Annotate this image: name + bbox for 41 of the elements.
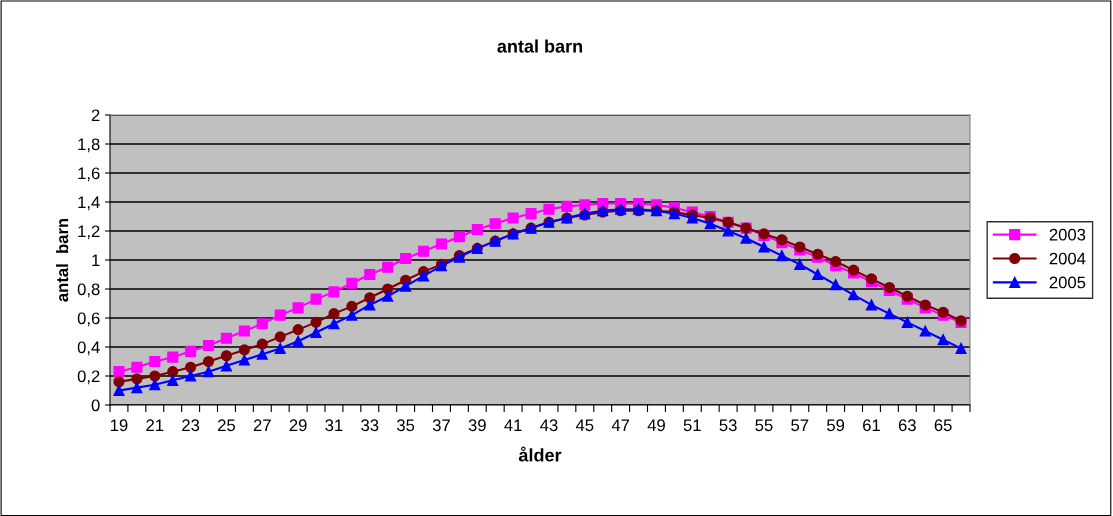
y-tick-label: 1,6: [78, 167, 100, 182]
y-tick-label: 0: [91, 399, 100, 412]
y-axis-title: antal barn: [56, 218, 69, 302]
x-tick-label: 37: [432, 419, 450, 432]
x-tick-label: 31: [325, 419, 343, 432]
x-tick-label: 45: [575, 419, 594, 432]
x-tick-label: 47: [611, 419, 630, 431]
x-tick-label: 23: [182, 419, 200, 432]
y-tick-label: 1: [92, 254, 100, 267]
legend-label: 2005: [1049, 276, 1086, 289]
x-tick-label: 39: [468, 419, 486, 432]
x-tick-label: 25: [218, 419, 236, 432]
legend-label: 2004: [1049, 252, 1086, 265]
x-tick-label: 19: [110, 419, 128, 432]
x-tick-label: 65: [934, 419, 952, 432]
chart-title: antal barn: [497, 39, 583, 53]
x-tick-label: 29: [289, 419, 307, 432]
x-tick-label: 59: [827, 419, 845, 432]
y-tick-label: 1,2: [78, 225, 100, 240]
y-tick-label: 0,8: [77, 283, 100, 298]
x-tick-label: 51: [683, 419, 701, 432]
y-tick-label: 0,6: [77, 312, 100, 327]
x-tick-label: 27: [253, 419, 271, 431]
x-tick-label: 57: [791, 419, 809, 432]
x-tick-label: 35: [396, 419, 415, 432]
y-tick-label: 2: [91, 109, 100, 122]
x-axis-title: ålder: [518, 446, 562, 462]
x-tick-label: 33: [361, 419, 379, 432]
y-tick-label: 0,4: [77, 341, 100, 356]
y-tick-label: 0,2: [77, 370, 100, 385]
x-tick-label: 53: [719, 419, 737, 432]
y-tick-label: 1,8: [78, 138, 100, 153]
legend-label: 2003: [1049, 228, 1086, 241]
x-tick-label: 21: [146, 419, 164, 431]
x-tick-label: 63: [898, 419, 916, 432]
x-tick-label: 55: [755, 419, 773, 432]
x-tick-label: 43: [540, 419, 558, 432]
x-tick-label: 49: [647, 419, 665, 432]
x-tick-label: 41: [504, 419, 522, 431]
y-tick-label: 1,4: [78, 196, 100, 211]
x-tick-label: 61: [863, 419, 880, 432]
